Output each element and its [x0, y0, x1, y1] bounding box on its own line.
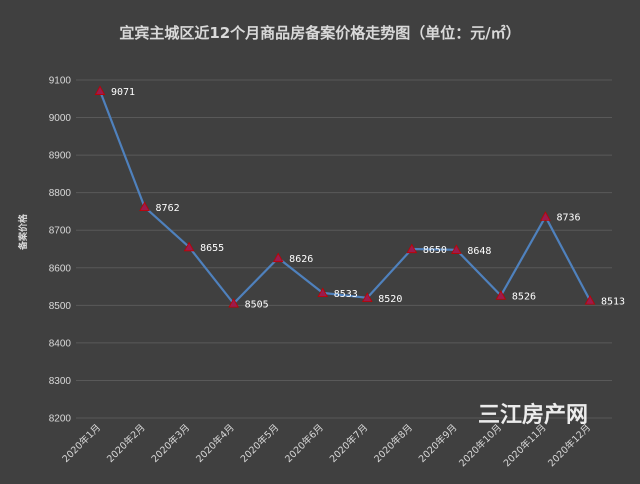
x-tick-label: 2020年2月 — [104, 422, 147, 465]
data-label: 8762 — [156, 203, 180, 214]
data-point — [495, 290, 507, 300]
y-tick-label: 8200 — [49, 414, 72, 425]
y-axis-label: 备案价格 — [17, 213, 29, 251]
x-axis-ticks: 2020年1月 2020年2月 2020年3月 2020年4月 2020年5月 2020年… — [60, 422, 593, 470]
y-tick-label: 8600 — [49, 263, 72, 274]
x-tick-label: 2020年1月 — [60, 422, 103, 465]
gridlines — [76, 79, 612, 419]
data-label: 8626 — [289, 254, 313, 265]
data-point — [540, 211, 551, 221]
data-label: 9071 — [111, 87, 135, 98]
data-label: 8650 — [423, 245, 447, 256]
y-tick-label: 8300 — [49, 376, 72, 387]
x-tick-label: 2020年7月 — [327, 422, 370, 465]
x-tick-label: 2020年11月 — [501, 422, 549, 470]
x-tick-label: 2020年5月 — [238, 422, 281, 465]
data-point — [317, 287, 329, 298]
data-label: 8526 — [512, 292, 536, 303]
data-point — [94, 85, 106, 95]
series-line — [98, 90, 591, 305]
data-label: 8520 — [378, 294, 402, 305]
y-tick-label: 8900 — [49, 151, 72, 162]
y-tick-label: 9000 — [49, 113, 72, 124]
y-tick-label: 8700 — [49, 226, 72, 237]
data-point — [451, 244, 462, 254]
x-tick-label: 2020年3月 — [149, 422, 192, 465]
data-label: 8513 — [601, 296, 625, 307]
x-tick-label: 2020年9月 — [416, 422, 459, 465]
data-point — [228, 298, 239, 308]
data-labels: 9071 8762 8655 8505 8626 8533 8520 8650 8648 8526… — [111, 87, 625, 311]
y-tick-label: 8400 — [49, 338, 72, 349]
data-point — [361, 292, 373, 302]
y-tick-label: 9100 — [49, 76, 72, 87]
data-point — [584, 295, 596, 305]
x-tick-label: 2020年12月 — [546, 422, 594, 470]
series-price — [94, 85, 596, 308]
data-label: 8533 — [334, 289, 358, 300]
data-point — [139, 201, 150, 212]
data-label: 8648 — [467, 246, 491, 257]
data-point — [406, 243, 418, 254]
x-tick-label: 2020年4月 — [193, 422, 236, 465]
x-tick-label: 2020年6月 — [283, 422, 326, 465]
data-point — [272, 252, 284, 263]
y-tick-label: 8800 — [49, 188, 72, 199]
watermark: 三江房产网 — [478, 402, 588, 428]
data-label: 8505 — [245, 299, 269, 310]
data-label: 8655 — [200, 243, 224, 254]
data-point — [183, 241, 195, 252]
y-axis-ticks: 8200 8300 8400 8500 8600 8700 8800 8900 9000 9100 — [49, 76, 72, 425]
x-tick-label: 2020年10月 — [456, 422, 504, 470]
y-tick-label: 8500 — [49, 301, 72, 312]
chart-title: 宜宾主城区近12个月商品房备案价格走势图（单位：元/㎡） — [119, 24, 520, 42]
x-tick-label: 2020年8月 — [372, 422, 415, 465]
data-label: 8736 — [556, 213, 580, 224]
